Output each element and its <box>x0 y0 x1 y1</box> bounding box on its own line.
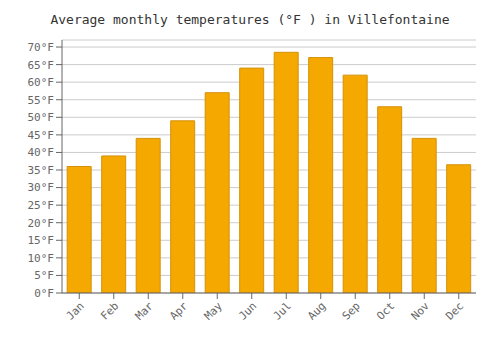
svg-text:65°F: 65°F <box>28 59 55 72</box>
svg-text:55°F: 55°F <box>28 94 55 107</box>
svg-text:Oct: Oct <box>374 299 397 322</box>
svg-text:40°F: 40°F <box>28 146 55 159</box>
svg-text:45°F: 45°F <box>28 129 55 142</box>
svg-text:20°F: 20°F <box>28 217 55 230</box>
svg-text:30°F: 30°F <box>28 181 55 194</box>
svg-text:15°F: 15°F <box>28 234 55 247</box>
svg-text:25°F: 25°F <box>28 199 55 212</box>
svg-text:Dec: Dec <box>443 299 466 322</box>
svg-text:35°F: 35°F <box>28 164 55 177</box>
svg-text:Sep: Sep <box>340 299 363 322</box>
svg-text:10°F: 10°F <box>28 252 55 265</box>
svg-text:Feb: Feb <box>98 299 121 322</box>
svg-text:60°F: 60°F <box>28 76 55 89</box>
svg-text:Mar: Mar <box>133 299 157 323</box>
svg-text:Nov: Nov <box>409 299 433 323</box>
svg-text:Jun: Jun <box>236 299 259 322</box>
svg-text:Apr: Apr <box>167 299 191 323</box>
svg-text:Aug: Aug <box>305 299 328 322</box>
svg-text:Jan: Jan <box>64 299 87 322</box>
svg-text:May: May <box>202 299 226 323</box>
html-text:Average monthly temperatures (: Average monthly temperatures (°F ) in Vi… <box>50 12 450 27</box>
svg-text:Jul: Jul <box>271 299 294 322</box>
svg-text:5°F: 5°F <box>34 269 54 282</box>
svg-text:70°F: 70°F <box>28 41 55 54</box>
svg-text:50°F: 50°F <box>28 111 55 124</box>
svg-text:0°F: 0°F <box>34 287 54 300</box>
